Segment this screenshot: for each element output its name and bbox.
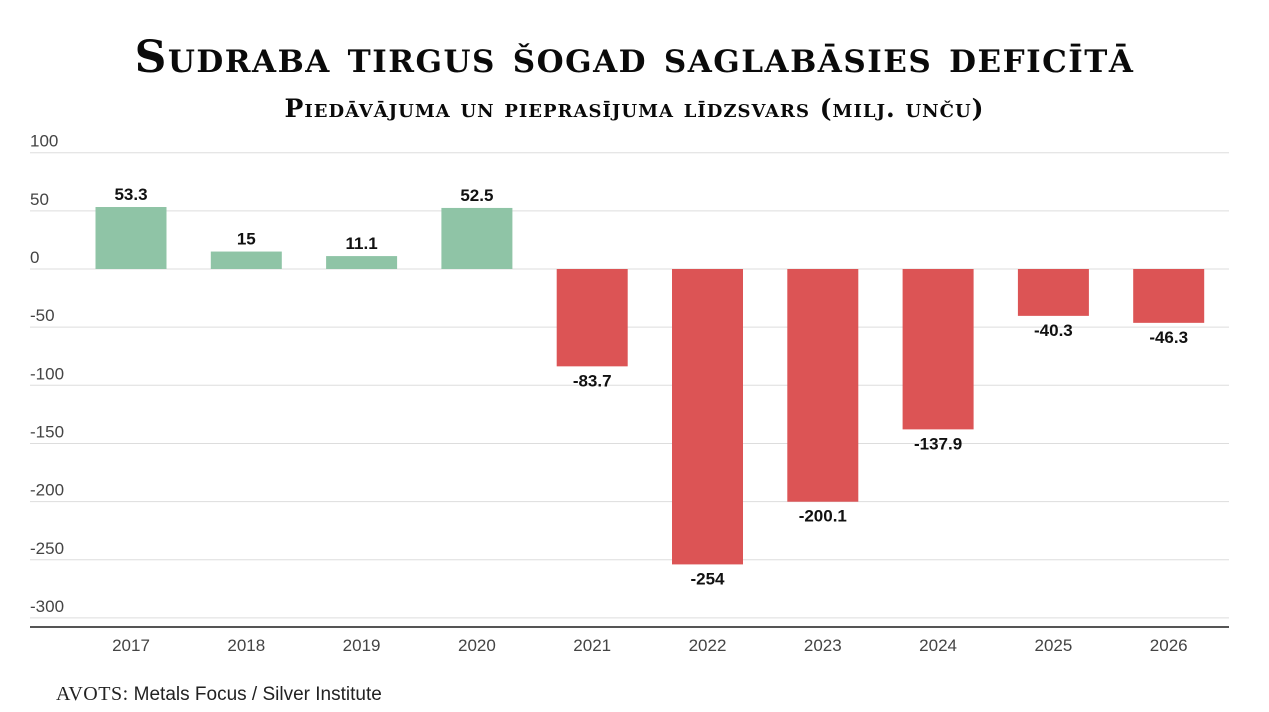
bar (210, 251, 282, 269)
grid-lines (30, 152, 1229, 619)
source-label: AVOTS: (56, 683, 129, 705)
bar (902, 269, 974, 430)
y-tick-label: 0 (30, 248, 39, 267)
bar (1017, 269, 1089, 316)
source-text: Metals Focus / Silver Institute (133, 684, 382, 705)
data-label: 53.3 (114, 185, 147, 204)
y-tick-label: 50 (30, 190, 49, 209)
bar (441, 207, 513, 269)
data-labels: 53.3 15 11.1 52.5 -83.7 -254 -200.1 -137.9 -40.3… (114, 185, 1188, 588)
bar (556, 269, 628, 367)
bar (326, 256, 398, 269)
x-tick-label: 2021 (573, 636, 611, 655)
data-label: 11.1 (346, 234, 378, 253)
data-label: -40.3 (1034, 321, 1073, 340)
x-tick-label: 2022 (689, 636, 727, 655)
x-axis-ticks: 2017 2018 2019 2020 2021 2022 2023 2024 2025 2026 (112, 636, 1188, 655)
bar (787, 269, 859, 502)
bar (1133, 269, 1205, 323)
y-tick-label: -300 (30, 597, 64, 616)
chart-subtitle: Piedāvājuma un pieprasījuma līdzsvars (m… (284, 94, 985, 123)
y-tick-label: -150 (30, 422, 64, 441)
bar (672, 269, 743, 565)
y-tick-label: -100 (30, 364, 64, 383)
y-tick-label: -200 (30, 481, 64, 500)
x-tick-label: 2025 (1034, 636, 1072, 655)
x-tick-label: 2024 (919, 636, 957, 655)
source-note: AVOTS: Metals Focus / Silver Institute (56, 683, 382, 706)
y-tick-label: -50 (30, 306, 55, 325)
data-label: -200.1 (799, 507, 847, 526)
data-label: 15 (237, 230, 256, 249)
y-tick-label: 100 (30, 132, 58, 151)
x-tick-label: 2017 (112, 636, 150, 655)
x-tick-label: 2018 (227, 636, 265, 655)
y-axis-ticks: 100 50 0 -50 -100 -150 -200 -250 -300 (30, 132, 64, 616)
chart-title: Sudraba tirgus šogad saglabāsies deficīt… (134, 32, 1135, 83)
data-label: -83.7 (573, 371, 612, 390)
data-label: 52.5 (460, 186, 493, 205)
x-tick-label: 2026 (1150, 636, 1188, 655)
data-label: -137.9 (914, 434, 962, 453)
x-tick-label: 2019 (343, 636, 381, 655)
bars (95, 207, 1205, 565)
data-label: -46.3 (1149, 328, 1188, 347)
x-tick-label: 2023 (804, 636, 842, 655)
data-label: -254 (690, 569, 725, 588)
y-tick-label: -250 (30, 539, 64, 558)
bar (95, 207, 167, 269)
x-tick-label: 2020 (458, 636, 496, 655)
